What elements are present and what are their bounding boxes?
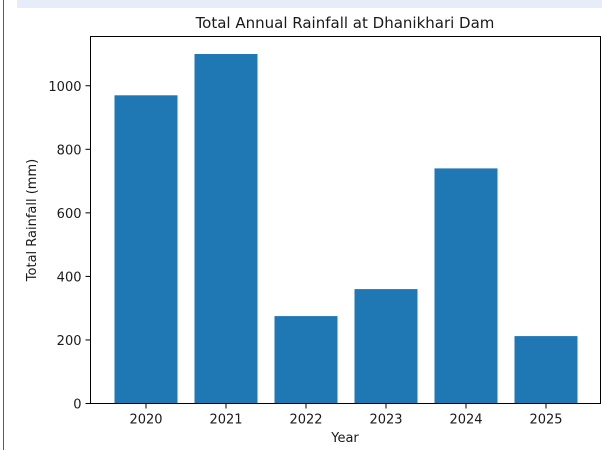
bar-2023: [354, 289, 418, 404]
bar-2022: [274, 316, 338, 404]
x-axis-ticks: 2020 2021 2022 2023 2024 2025: [129, 403, 563, 428]
x-tick-label-2022: 2022: [289, 413, 322, 428]
y-tick-label-0: 0: [73, 398, 81, 413]
bar-2020: [114, 95, 178, 404]
y-axis-title: Total Rainfall (mm): [25, 159, 40, 282]
chart-title: Total Annual Rainfall at Dhanikhari Dam: [195, 14, 495, 32]
page-margin-line: [3, 0, 4, 450]
y-axis-ticks: 0 200 400 600 800 1000: [48, 80, 91, 413]
page-header-strip: [17, 0, 602, 8]
x-tick-label-2020: 2020: [129, 413, 162, 428]
x-tick-label-2024: 2024: [449, 413, 482, 428]
bar-2025: [514, 336, 578, 404]
y-tick-label-1000: 1000: [48, 80, 81, 95]
x-tick-label-2025: 2025: [529, 413, 562, 428]
y-tick-label-400: 400: [57, 270, 82, 285]
y-tick-label-600: 600: [57, 207, 82, 222]
x-tick-label-2021: 2021: [209, 413, 242, 428]
bar-2021: [194, 54, 258, 404]
x-tick-label-2023: 2023: [369, 413, 402, 428]
y-tick-label-200: 200: [57, 334, 82, 349]
x-axis-title: Year: [330, 431, 359, 446]
bars-layer: [114, 54, 578, 404]
bar-2024: [434, 168, 498, 404]
plot-frame: [90, 36, 601, 404]
y-tick-label-800: 800: [57, 143, 82, 158]
